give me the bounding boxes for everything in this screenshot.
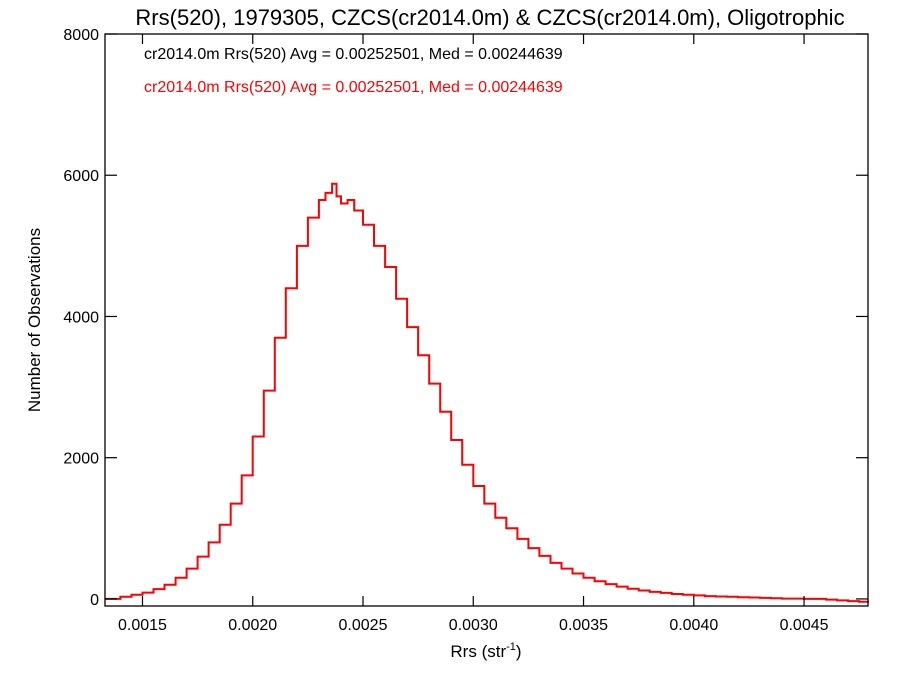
series-line-0 [105, 182, 869, 603]
x-tick-label: 0.0015 [118, 617, 167, 634]
x-axis-label-close: ) [516, 642, 522, 661]
x-tick-label: 0.0045 [780, 617, 829, 634]
x-axis-label-superscript: -1 [506, 641, 516, 653]
chart-title: Rrs(520), 1979305, CZCS(cr2014.0m) & CZC… [135, 5, 844, 30]
plot-area [105, 182, 869, 603]
y-tick-label: 0 [90, 592, 99, 609]
legend-annotation-red: cr2014.0m Rrs(520) Avg = 0.00252501, Med… [144, 79, 563, 96]
x-axis-label-main: Rrs (str [450, 642, 506, 661]
x-tick-label: 0.0040 [669, 617, 718, 634]
y-axis: 0 2000 4000 6000 8000 [63, 27, 868, 609]
x-tick-label: 0.0030 [449, 617, 498, 634]
legend-annotation-black: cr2014.0m Rrs(520) Avg = 0.00252501, Med… [144, 46, 563, 63]
y-tick-label: 2000 [63, 451, 99, 468]
x-axis: 0.0015 0.0020 0.0025 0.0030 0.0035 0.0040 0.00… [118, 34, 829, 634]
x-tick-label: 0.0035 [559, 617, 608, 634]
y-tick-label: 4000 [63, 309, 99, 326]
y-tick-label: 6000 [63, 168, 99, 185]
plot-frame [104, 33, 869, 607]
y-tick-label: 8000 [63, 27, 99, 44]
x-axis-label: Rrs (str-1) [450, 641, 521, 661]
x-tick-label: 0.0020 [228, 617, 277, 634]
y-axis-label: Number of Observations [25, 228, 44, 412]
x-tick-label: 0.0025 [339, 617, 388, 634]
